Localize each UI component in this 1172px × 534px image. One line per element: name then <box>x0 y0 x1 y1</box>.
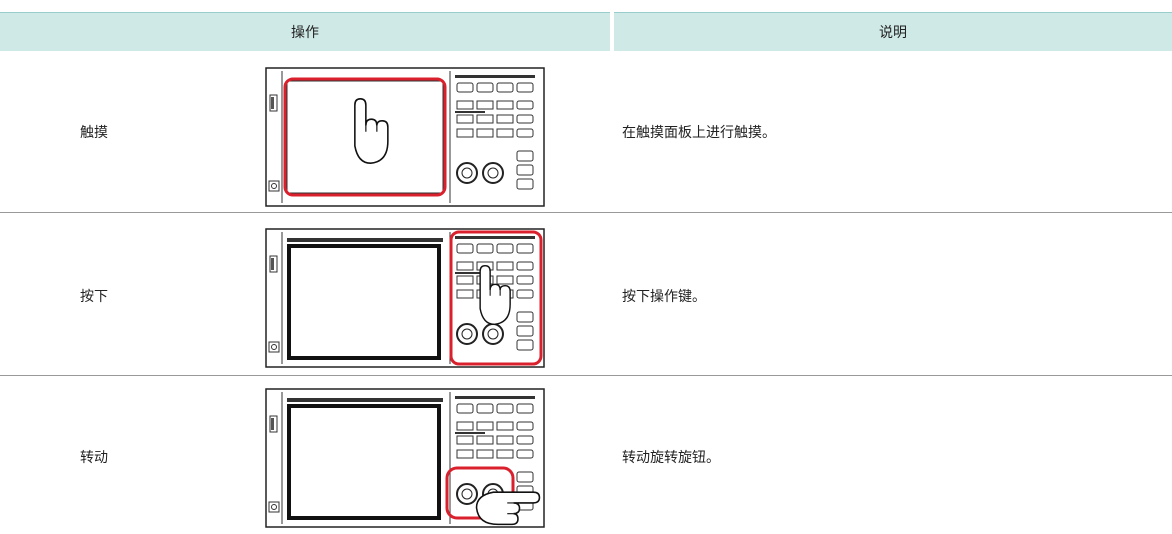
header-text: 操作 <box>291 25 319 41</box>
device-image <box>265 388 545 528</box>
operation: 触摸 <box>80 125 108 141</box>
table-row: 按下 按下操作键。 <box>0 213 1172 376</box>
device-image <box>265 67 545 207</box>
device-image <box>265 228 545 368</box>
operation: 转动 <box>80 450 108 466</box>
header-text: 说明 <box>879 25 907 41</box>
description: 转动旋转旋钮。 <box>622 450 720 466</box>
table-row: 触摸 在触摸面板上进行触摸。 <box>0 51 1172 213</box>
description: 在触摸面板上进行触摸。 <box>622 125 776 141</box>
description: 按下操作键。 <box>622 289 706 305</box>
header-cell: 操作 <box>0 12 610 51</box>
table-row: 转动 转动旋转旋钮。 <box>0 376 1172 534</box>
operation: 按下 <box>80 289 108 305</box>
header-cell: 说明 <box>614 12 1172 51</box>
